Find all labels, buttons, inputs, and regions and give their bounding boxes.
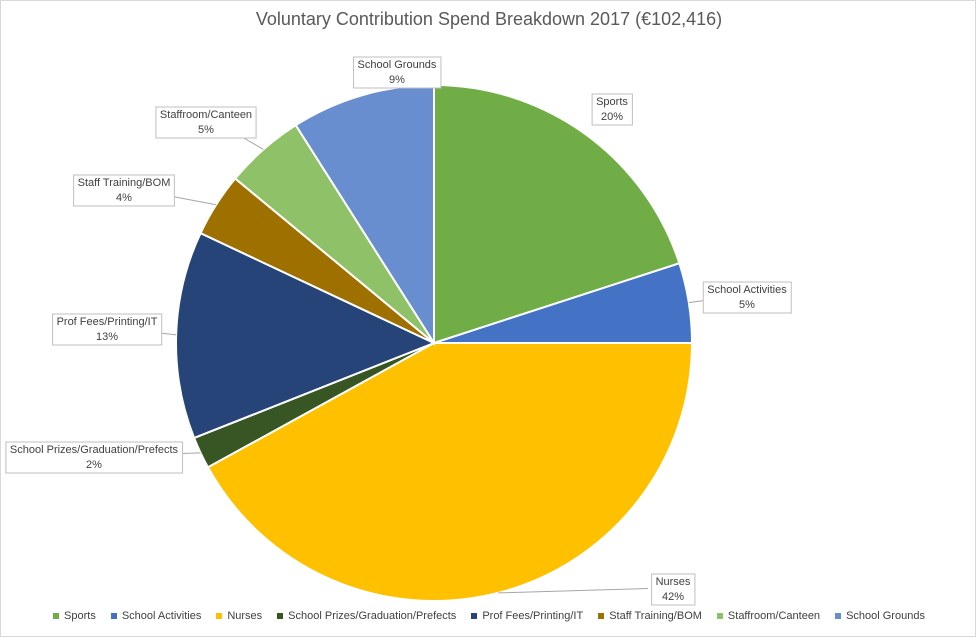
data-label-box <box>702 281 792 314</box>
leader-line <box>498 588 649 594</box>
data-label-percent: 13% <box>96 331 118 343</box>
pie-slice-sports <box>433 83 681 345</box>
legend-item-school-activities: School Activities <box>110 610 202 622</box>
legend-label: Sports <box>64 610 96 622</box>
data-label-percent: 9% <box>389 74 405 86</box>
data-label-box <box>353 56 442 89</box>
legend-item-nurses: Nurses <box>216 610 262 622</box>
data-label-category: Staff Training/BOM <box>78 177 171 189</box>
legend-label: School Prizes/Graduation/Prefects <box>288 610 457 622</box>
legend-label: School Activities <box>121 610 202 622</box>
data-label-box <box>155 106 257 139</box>
data-label-box <box>52 313 163 346</box>
data-label-category: Sports <box>596 96 628 108</box>
legend-label: Prof Fees/Printing/IT <box>482 610 584 622</box>
data-label-staff-training-bom: Staff Training/BOM 4% <box>73 174 175 207</box>
data-label-prof-fees-printing-it: Prof Fees/Printing/IT 13% <box>52 313 163 346</box>
legend-swatch <box>277 613 284 619</box>
legend-item-sports: Sports <box>53 610 96 622</box>
data-label-percent: 42% <box>662 591 684 603</box>
legend-swatch <box>216 613 223 619</box>
legend-label: Staff Training/BOM <box>609 610 702 622</box>
data-label-percent: 5% <box>198 124 214 136</box>
data-label-category: Staffroom/Canteen <box>160 109 252 121</box>
data-label-category: Prof Fees/Printing/IT <box>57 316 158 328</box>
data-label-box <box>651 573 696 606</box>
data-label-school-grounds: School Grounds 9% <box>353 56 442 89</box>
data-label-staffroom-canteen: Staffroom/Canteen 5% <box>155 106 257 139</box>
legend: Sports School Activities Nurses School Priz… <box>1 610 976 622</box>
data-label-box <box>73 174 175 207</box>
data-label-school-activities: School Activities 5% <box>702 281 792 314</box>
legend-swatch <box>53 613 60 619</box>
legend-label: Nurses <box>227 610 263 622</box>
legend-label: Staffroom/Canteen <box>727 610 821 622</box>
data-label-box <box>5 441 184 474</box>
legend-swatch <box>110 613 117 619</box>
data-label-percent: 20% <box>601 111 623 123</box>
legend-item-staff-training-bom: Staff Training/BOM <box>598 610 702 622</box>
legend-swatch <box>835 613 842 619</box>
chart-title: Voluntary Contribution Spend Breakdown 2… <box>255 9 723 29</box>
legend-item-school-prizes-graduation-prefects: School Prizes/Graduation/Prefects <box>277 610 456 622</box>
data-label-school-prizes-graduation-prefects: School Prizes/Graduation/Prefects 2% <box>5 441 184 474</box>
data-label-category: Nurses <box>656 576 691 588</box>
data-label-percent: 5% <box>739 299 755 311</box>
legend-swatch <box>471 613 478 619</box>
pie-slice-prof-fees-printing-it <box>175 231 437 440</box>
data-label-category: School Activities <box>707 284 787 296</box>
data-label-nurses: Nurses 42% <box>651 573 696 606</box>
legend-item-school-grounds: School Grounds <box>835 610 925 622</box>
pie-slice-nurses <box>206 342 694 602</box>
legend-swatch <box>598 613 605 619</box>
data-label-category: School Grounds <box>358 59 437 71</box>
data-label-box <box>591 93 633 126</box>
legend-swatch <box>716 613 723 619</box>
data-label-category: School Prizes/Graduation/Prefects <box>10 444 179 456</box>
legend-label: School Grounds <box>846 610 925 622</box>
legend-item-staffroom-canteen: Staffroom/Canteen <box>716 610 821 622</box>
data-label-percent: 4% <box>116 192 132 204</box>
data-label-percent: 2% <box>86 459 102 471</box>
data-label-sports: Sports 20% <box>591 93 633 126</box>
legend-item-prof-fees-printing-it: Prof Fees/Printing/IT <box>471 610 583 622</box>
